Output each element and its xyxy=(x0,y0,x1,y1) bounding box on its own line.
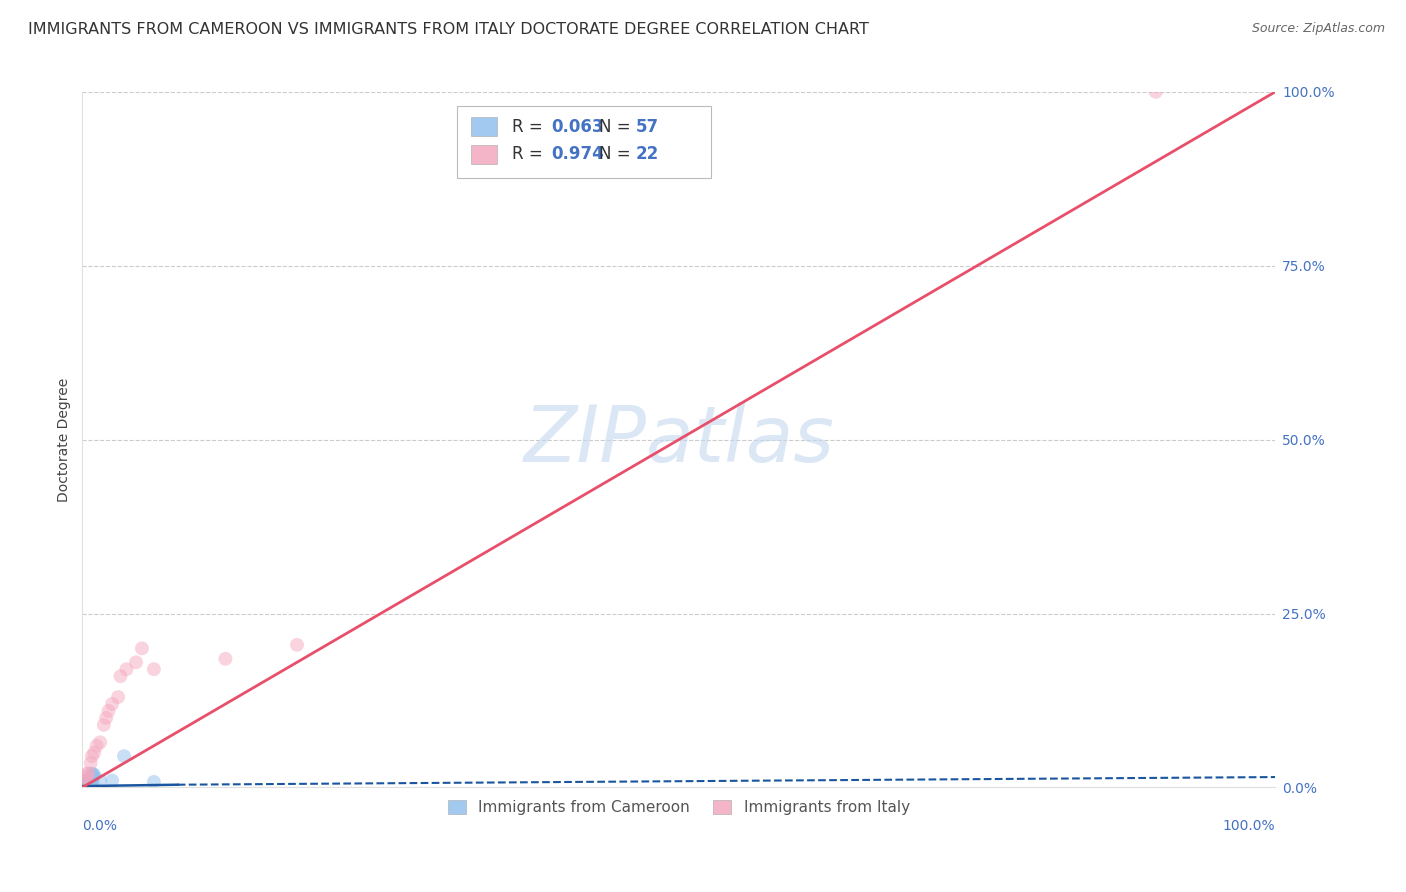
Text: 0.0%: 0.0% xyxy=(83,819,117,833)
Point xyxy=(76,779,98,793)
Point xyxy=(89,735,111,749)
Text: ZIPatlas: ZIPatlas xyxy=(523,401,834,478)
Point xyxy=(73,773,96,788)
Point xyxy=(75,780,97,794)
Point xyxy=(79,778,101,792)
Point xyxy=(77,778,100,792)
Text: Source: ZipAtlas.com: Source: ZipAtlas.com xyxy=(1251,22,1385,36)
Point xyxy=(75,780,97,794)
Point xyxy=(73,780,96,794)
Point xyxy=(73,780,96,794)
Point xyxy=(75,779,97,793)
Point xyxy=(75,780,97,794)
Point xyxy=(80,771,103,785)
Point xyxy=(79,772,101,787)
Y-axis label: Doctorate Degree: Doctorate Degree xyxy=(58,377,72,502)
Point xyxy=(77,775,100,789)
FancyBboxPatch shape xyxy=(471,117,498,136)
Text: 100.0%: 100.0% xyxy=(1223,819,1275,833)
Point xyxy=(77,775,100,789)
Point xyxy=(76,778,98,792)
Text: 0.063: 0.063 xyxy=(551,118,603,136)
Point xyxy=(125,655,148,669)
Point xyxy=(115,662,138,676)
Point xyxy=(86,739,108,753)
Point xyxy=(82,770,104,784)
Legend: Immigrants from Cameroon, Immigrants from Italy: Immigrants from Cameroon, Immigrants fro… xyxy=(441,794,915,822)
Point xyxy=(75,779,97,793)
Text: N =: N = xyxy=(599,118,636,136)
Point xyxy=(76,779,98,793)
Point xyxy=(83,746,105,760)
FancyBboxPatch shape xyxy=(457,106,711,178)
Point xyxy=(77,766,100,780)
Text: R =: R = xyxy=(512,145,548,163)
Point xyxy=(82,769,104,783)
Point xyxy=(79,777,101,791)
Point xyxy=(76,777,98,791)
Point xyxy=(77,778,100,792)
Point xyxy=(75,779,97,793)
Point xyxy=(79,773,101,788)
Point xyxy=(89,773,111,788)
Point xyxy=(76,779,98,793)
Point xyxy=(285,638,308,652)
Point xyxy=(214,652,236,666)
Point xyxy=(75,778,97,792)
Text: N =: N = xyxy=(599,145,636,163)
Point xyxy=(142,775,165,789)
Point xyxy=(80,772,103,786)
Point xyxy=(73,779,96,793)
Point xyxy=(79,773,101,788)
Point xyxy=(79,778,101,792)
Point xyxy=(76,766,98,780)
Point xyxy=(107,690,129,704)
Point xyxy=(97,704,120,718)
Point xyxy=(110,669,132,683)
Point xyxy=(76,779,98,793)
Point xyxy=(76,778,98,792)
Text: R =: R = xyxy=(512,118,548,136)
Point xyxy=(75,780,97,794)
Point xyxy=(77,775,100,789)
Text: IMMIGRANTS FROM CAMEROON VS IMMIGRANTS FROM ITALY DOCTORATE DEGREE CORRELATION C: IMMIGRANTS FROM CAMEROON VS IMMIGRANTS F… xyxy=(28,22,869,37)
Point xyxy=(75,774,97,789)
Point xyxy=(77,776,100,790)
Point xyxy=(76,778,98,792)
Point xyxy=(80,749,103,764)
Point xyxy=(77,778,100,792)
FancyBboxPatch shape xyxy=(471,145,498,164)
Point xyxy=(76,777,98,791)
Point xyxy=(77,774,100,789)
Point xyxy=(101,697,124,711)
Text: 22: 22 xyxy=(636,145,659,163)
Point xyxy=(131,641,153,656)
Point xyxy=(101,773,124,788)
Point xyxy=(80,766,103,780)
Point xyxy=(79,772,101,786)
Point xyxy=(142,662,165,676)
Point xyxy=(1144,85,1167,99)
Point xyxy=(75,780,97,794)
Point xyxy=(93,718,115,732)
Point xyxy=(94,711,117,725)
Text: 57: 57 xyxy=(636,118,659,136)
Point xyxy=(82,776,104,790)
Point xyxy=(73,778,96,792)
Point xyxy=(83,768,105,782)
Point xyxy=(76,777,98,791)
Point xyxy=(79,774,101,789)
Point xyxy=(75,779,97,793)
Point xyxy=(80,777,103,791)
Point xyxy=(79,756,101,771)
Point xyxy=(79,777,101,791)
Text: 0.974: 0.974 xyxy=(551,145,603,163)
Point xyxy=(112,749,135,764)
Point xyxy=(75,770,97,784)
Point xyxy=(82,767,104,781)
Point xyxy=(79,773,101,788)
Point xyxy=(79,775,101,789)
